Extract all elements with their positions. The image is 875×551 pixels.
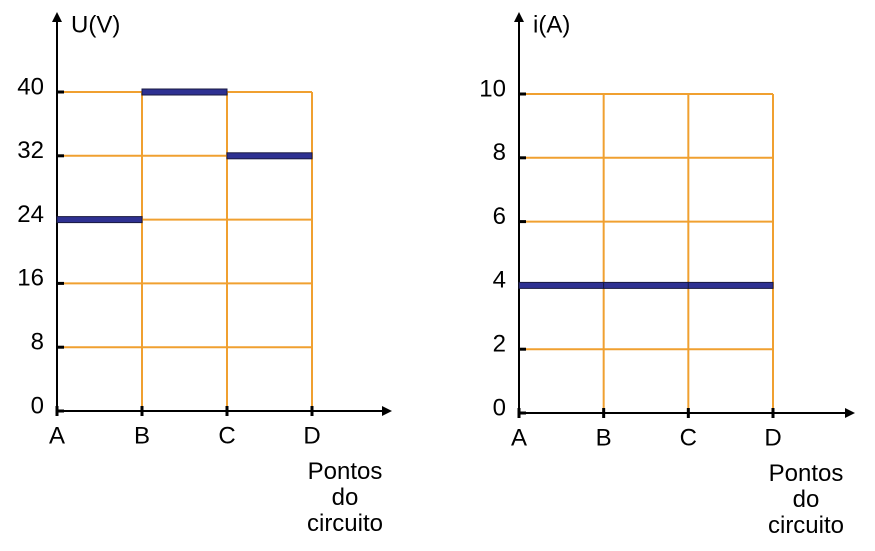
x-tick-label: D — [764, 424, 781, 451]
y-tick-label: 40 — [17, 73, 44, 100]
y-tick-label: 8 — [31, 329, 44, 356]
chart: U(V) 0 8 16 24 32 40 A B C D Pontos do circuito — [17, 11, 392, 537]
segment — [56, 216, 143, 224]
y-tick-label: 8 — [493, 139, 506, 166]
x-tick-label: A — [511, 424, 527, 451]
y-tick-label: 10 — [479, 75, 506, 102]
segment — [603, 281, 689, 289]
x-tick-label: C — [218, 422, 235, 449]
x-tick-label: B — [134, 422, 150, 449]
y-tick-label: 0 — [493, 394, 506, 421]
chart: i(A) 0 2 4 6 8 10 A B C D Pontos do circuito — [479, 11, 855, 539]
x-tick-label: C — [680, 424, 697, 451]
x-tick-label: A — [49, 422, 65, 449]
x-tick-label: D — [303, 422, 320, 449]
y-tick-label: 16 — [17, 265, 44, 292]
y-tick-label: 6 — [493, 203, 506, 230]
x-tick-label: B — [596, 424, 612, 451]
y-tick-label: 32 — [17, 137, 44, 164]
y-tick-label: 4 — [493, 267, 506, 294]
y-tick-label: 0 — [31, 392, 44, 419]
x-axis-label: Pontos do circuito — [307, 458, 383, 537]
y-axis-label: i(A) — [533, 11, 570, 38]
y-tick-label: 24 — [17, 201, 44, 228]
y-axis-label: U(V) — [71, 11, 120, 38]
segment — [226, 152, 313, 160]
x-axis-label: Pontos do circuito — [768, 460, 844, 539]
segment — [141, 88, 228, 96]
segment — [687, 281, 774, 289]
segment — [518, 281, 605, 289]
y-tick-label: 2 — [493, 331, 506, 358]
